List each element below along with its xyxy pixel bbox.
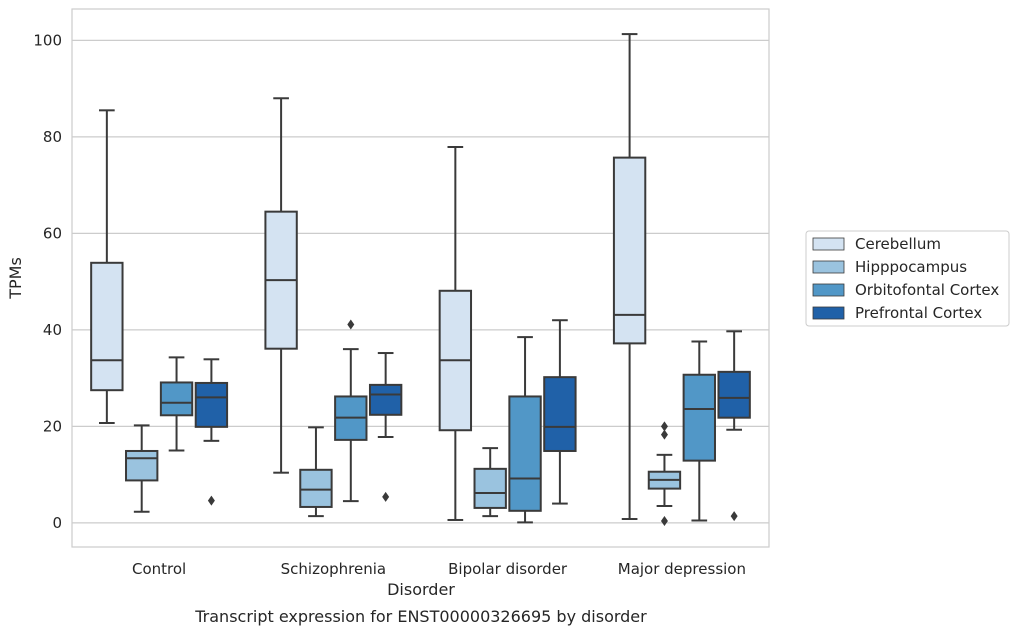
box-hipppocampus: [299, 426, 333, 518]
outlier-point: [660, 515, 668, 526]
x-axis-ticks: Control Schizophrenia Bipolar disorder Majo…: [132, 560, 746, 578]
box-cerebellum: [612, 33, 647, 521]
x-axis-label: Disorder: [387, 580, 455, 599]
box-iqr: [368, 383, 403, 416]
outlier-point: [660, 429, 668, 440]
box-iqr: [682, 373, 716, 462]
legend-swatch: [812, 237, 845, 251]
legend-entry-label: Cerebellum: [855, 235, 941, 253]
box-cerebellum: [264, 97, 298, 474]
box-orbitofontal-cortex: [334, 319, 368, 503]
outlier-point: [660, 421, 668, 432]
y-axis-ticks: 0 20 40 60 80 100: [33, 31, 62, 532]
x-tick-label: Control: [132, 560, 186, 578]
x-tick-label: Bipolar disorder: [448, 560, 568, 578]
chart-caption: Transcript expression for ENST0000032669…: [194, 607, 647, 626]
y-tick-label: 60: [43, 224, 62, 242]
x-tick-label: Schizophrenia: [281, 560, 386, 578]
y-tick-label: 80: [43, 128, 62, 146]
box-iqr: [612, 156, 647, 345]
legend-swatch: [812, 306, 845, 320]
y-tick-label: 0: [52, 514, 62, 532]
legend-swatch: [812, 283, 845, 297]
box-iqr: [299, 468, 333, 508]
box-iqr: [125, 449, 159, 482]
box-prefrontal-cortex: [368, 352, 403, 502]
outlier-point: [347, 319, 355, 330]
y-tick-label: 20: [43, 417, 62, 435]
box-iqr: [90, 261, 124, 392]
legend-swatch: [812, 260, 845, 274]
box-iqr: [159, 381, 194, 417]
box-hipppocampus: [473, 447, 507, 518]
box-orbitofontal-cortex: [508, 336, 542, 524]
axes-frame: [71, 8, 770, 548]
outlier-point: [730, 511, 738, 522]
box-orbitofontal-cortex: [159, 356, 194, 452]
box-prefrontal-cortex: [543, 319, 577, 505]
box-hipppocampus: [647, 421, 682, 526]
box-iqr: [508, 395, 542, 512]
box-prefrontal-cortex: [717, 330, 751, 522]
y-tick-label: 40: [43, 321, 62, 339]
legend-entry-label: Hipppocampus: [855, 258, 967, 276]
y-tick-label: 100: [33, 31, 62, 49]
y-gridlines: [72, 39, 769, 524]
box-cerebellum: [90, 109, 124, 424]
box-hipppocampus: [125, 424, 159, 513]
outlier-point: [382, 491, 390, 502]
legend: Cerebellum Hipppocampus Orbitofontal Corte…: [805, 230, 1010, 327]
x-tick-label: Major depression: [618, 560, 746, 578]
box-iqr: [717, 370, 751, 419]
y-axis-label: TPMs: [6, 257, 25, 300]
box-iqr: [473, 467, 507, 509]
legend-frame: [805, 230, 1010, 327]
legend-entry-label: Orbitofontal Cortex: [855, 281, 999, 299]
box-cerebellum: [438, 145, 473, 521]
legend-entry-label: Prefrontal Cortex: [855, 304, 982, 322]
box-orbitofontal-cortex: [682, 340, 716, 522]
box-iqr: [194, 381, 229, 428]
box-iqr: [543, 376, 577, 452]
outlier-point: [207, 495, 215, 506]
plot-area: [90, 33, 751, 526]
box-prefrontal-cortex: [194, 358, 229, 506]
